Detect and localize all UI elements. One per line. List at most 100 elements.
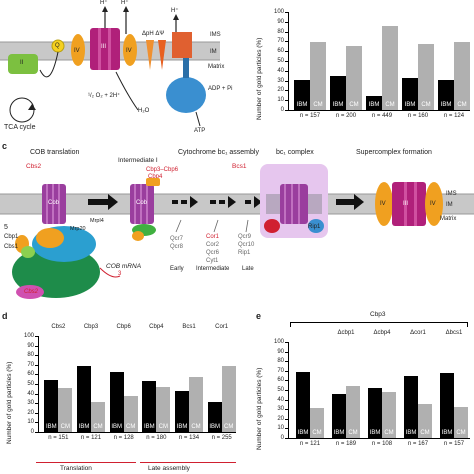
cbs2-lower-label: Cbs2 bbox=[24, 289, 39, 295]
panel-c-diagram bbox=[0, 164, 474, 299]
y-tick-label: 100 bbox=[23, 333, 34, 339]
hplus-1: H⁺ bbox=[100, 0, 108, 6]
cor1-label: Cor1 bbox=[206, 234, 220, 240]
cm-bar-label: CM bbox=[384, 430, 394, 436]
y-tick bbox=[285, 110, 288, 111]
ibm-bar-label: IBM bbox=[333, 430, 345, 436]
n-label: n = 157 bbox=[443, 441, 465, 447]
n-label: n = 151 bbox=[48, 435, 69, 441]
y-tick-label: 0 bbox=[280, 435, 284, 441]
ibm-bar-label: IBM bbox=[440, 102, 452, 108]
panel-e-ylabel: Number of gold particles (%) bbox=[256, 367, 263, 450]
y-tick bbox=[285, 380, 288, 382]
im-label: IM bbox=[210, 49, 217, 55]
group-name: Δbcs1 bbox=[445, 330, 463, 336]
iv-left-label: IV bbox=[74, 48, 80, 54]
cob-translation-title: COB translation bbox=[30, 149, 80, 156]
y-tick bbox=[35, 345, 38, 347]
group-name: Δcbp1 bbox=[337, 330, 355, 336]
qcr10-label: Qcr10 bbox=[238, 242, 255, 248]
group-name: Δcor1 bbox=[410, 330, 426, 336]
n-label: n = 121 bbox=[299, 441, 321, 447]
ii-label: II bbox=[20, 60, 24, 66]
x-axis bbox=[288, 110, 470, 111]
y-tick-label: 0 bbox=[280, 107, 284, 113]
gradient-cone bbox=[146, 40, 154, 70]
ibm-bar-label: IBM bbox=[209, 424, 220, 430]
cm-bar bbox=[418, 404, 432, 438]
y-tick-label: 60 bbox=[277, 48, 284, 55]
cyt1-label: Cyt1 bbox=[206, 258, 219, 264]
y-tick bbox=[35, 412, 38, 414]
y-tick bbox=[285, 342, 288, 343]
cob-label-1: Cob bbox=[48, 200, 60, 206]
y-tick bbox=[35, 432, 38, 433]
panel-a: TCA cycle Q II III IV IV H⁺ H⁺ H⁺ ΔpH ΔΨ… bbox=[0, 0, 250, 140]
y-tick bbox=[285, 70, 288, 72]
n-label: n = 449 bbox=[371, 113, 393, 119]
gradient-label: ΔpH ΔΨ bbox=[142, 31, 165, 37]
supercomplex-iv-right bbox=[425, 182, 443, 226]
y-tick-label: 70 bbox=[27, 361, 34, 368]
cbp4-label: Cbp4 bbox=[148, 174, 163, 180]
cm-bar bbox=[418, 44, 434, 110]
y-tick bbox=[35, 364, 38, 366]
y-tick-label: 30 bbox=[277, 77, 284, 84]
n-label: n = 121 bbox=[80, 435, 102, 441]
ibm-bar-label: IBM bbox=[405, 430, 417, 436]
n-label: n = 200 bbox=[335, 113, 357, 119]
iv-right-label: IV bbox=[126, 48, 132, 54]
supercomplex-iv-left bbox=[375, 182, 393, 226]
ibm-bar-label: IBM bbox=[332, 102, 344, 108]
panel-d-letter: d bbox=[2, 311, 8, 321]
ibm-bar-label: IBM bbox=[297, 430, 309, 436]
y-tick bbox=[285, 438, 288, 439]
panel-d-chart: 0 10 20 30 40 50 60 70 80 90 100 IBM CM n = 151 Cbs2 IB… bbox=[22, 318, 238, 444]
y-tick-label: 70 bbox=[277, 38, 284, 45]
late-label: Late bbox=[242, 266, 254, 272]
n-label: n = 108 bbox=[371, 441, 393, 447]
y-tick-label: 20 bbox=[27, 409, 34, 416]
y-tick-label: 50 bbox=[277, 387, 284, 393]
ibm-bar-label: IBM bbox=[78, 424, 90, 430]
group-name: Cbp3 bbox=[83, 324, 99, 330]
y-tick bbox=[285, 418, 288, 420]
bc1-assembly-title: Cytochrome bc₁ assembly bbox=[178, 149, 259, 156]
ibm-bar bbox=[142, 381, 157, 432]
ibm-bar bbox=[366, 96, 382, 110]
y-tick-label: 90 bbox=[277, 18, 284, 25]
panel-e-chart: 0 10 20 30 40 50 60 70 80 90 100 IBM CM n = 121 IBM CM n… bbox=[272, 324, 472, 450]
y-tick-label: 100 bbox=[273, 339, 284, 345]
ibm-bar bbox=[296, 371, 310, 438]
late-assembly-line bbox=[140, 462, 236, 463]
qcr6-label: Qcr6 bbox=[206, 250, 220, 256]
iii-label-c: III bbox=[403, 201, 409, 207]
y-tick bbox=[285, 31, 288, 33]
o2-label: ¹/₂ O₂ + 2H⁺ bbox=[88, 93, 121, 99]
atp-synthase-head bbox=[166, 77, 206, 113]
y-tick bbox=[35, 422, 38, 424]
iv-right-label-c: IV bbox=[430, 201, 436, 207]
y-tick bbox=[285, 41, 288, 43]
cm-bar-label: CM bbox=[223, 424, 234, 430]
y-tick bbox=[35, 355, 38, 357]
group-name: Cbp4 bbox=[149, 324, 164, 330]
q-label: Q bbox=[55, 43, 60, 49]
im-label-c: IM bbox=[446, 202, 453, 208]
panel-e-letter: e bbox=[256, 311, 262, 321]
ibm-bar bbox=[368, 388, 382, 438]
ibm-bar-label: IBM bbox=[45, 424, 57, 430]
cm-bar-label: CM bbox=[191, 424, 201, 430]
matrix-label: Matrix bbox=[208, 64, 225, 70]
iii-label: III bbox=[101, 44, 107, 50]
panel-b-chart: 0 10 20 30 40 50 60 70 80 90 100 IBM CM n = 157 IBM CM n… bbox=[272, 8, 472, 120]
cm-bar-label: CM bbox=[420, 430, 430, 436]
y-tick bbox=[35, 393, 38, 395]
cm-bar bbox=[454, 407, 468, 438]
adp-label: ADP + Pi bbox=[208, 86, 233, 92]
tca-label: TCA cycle bbox=[4, 124, 36, 131]
y-tick bbox=[285, 51, 288, 53]
panel-e: e Cbp3 Number of gold particles (%) 0 10 2… bbox=[250, 310, 474, 474]
y-tick bbox=[285, 21, 288, 23]
num3-label: 3 bbox=[118, 271, 122, 277]
